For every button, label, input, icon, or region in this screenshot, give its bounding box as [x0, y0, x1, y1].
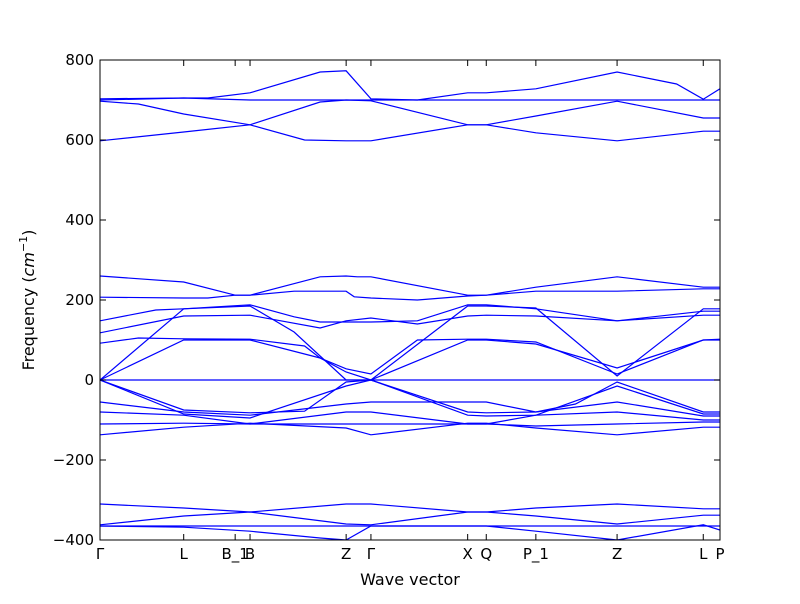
x-tick-label: Q — [480, 545, 492, 563]
x-tick-label: X — [463, 545, 473, 563]
band-line-4 — [100, 124, 720, 142]
band-line-17 — [100, 421, 720, 427]
band-line-20 — [100, 511, 720, 526]
y-tick-label: 200 — [65, 291, 94, 309]
x-axis-ticks: Γ L B_1B Z Γ X Q P_1 Z L P — [96, 60, 725, 564]
band-line-18 — [100, 422, 720, 436]
band-line-14 — [100, 379, 720, 419]
band-line-10 — [100, 339, 720, 381]
y-axis-label-text: Frequency — [19, 288, 38, 371]
x-tick-label: L — [180, 545, 189, 563]
band-line-2 — [100, 97, 720, 101]
y-axis-unit: cm — [19, 252, 38, 276]
x-tick-label: P_1 — [523, 545, 549, 564]
y-tick-label: 400 — [65, 211, 94, 229]
y-axis-label: Frequency (cm−1) — [17, 230, 38, 371]
x-tick-label: Γ — [96, 545, 105, 563]
band-line-3 — [100, 99, 720, 126]
x-tick-label: L — [699, 545, 708, 563]
band-line-15 — [100, 401, 720, 417]
band-line-6 — [100, 288, 720, 301]
x-axis-label: Wave vector — [360, 570, 460, 589]
y-tick-label: 0 — [84, 371, 94, 389]
band-line-22 — [100, 524, 720, 540]
y-tick-label: 600 — [65, 131, 94, 149]
x-tick-label: Z — [341, 545, 351, 563]
band-line-9 — [100, 337, 720, 375]
x-tick-label: B_1 — [221, 545, 248, 564]
series-layer — [100, 70, 720, 540]
x-tick-label: P — [715, 545, 724, 563]
band-line-8 — [100, 314, 720, 334]
y-tick-label: 800 — [65, 51, 94, 69]
band-line-11 — [100, 305, 720, 381]
x-tick-label: B — [245, 545, 255, 563]
x-tick-label: Γ — [367, 545, 376, 563]
y-axis-unit-exponent: −1 — [17, 236, 30, 252]
x-tick-label: Z — [612, 545, 622, 563]
y-axis-ticks: 800 600 400 200 0 −200 −400 — [53, 51, 720, 549]
y-tick-label: −200 — [53, 451, 94, 469]
y-tick-label: −400 — [53, 531, 94, 549]
band-line-13 — [100, 379, 720, 414]
